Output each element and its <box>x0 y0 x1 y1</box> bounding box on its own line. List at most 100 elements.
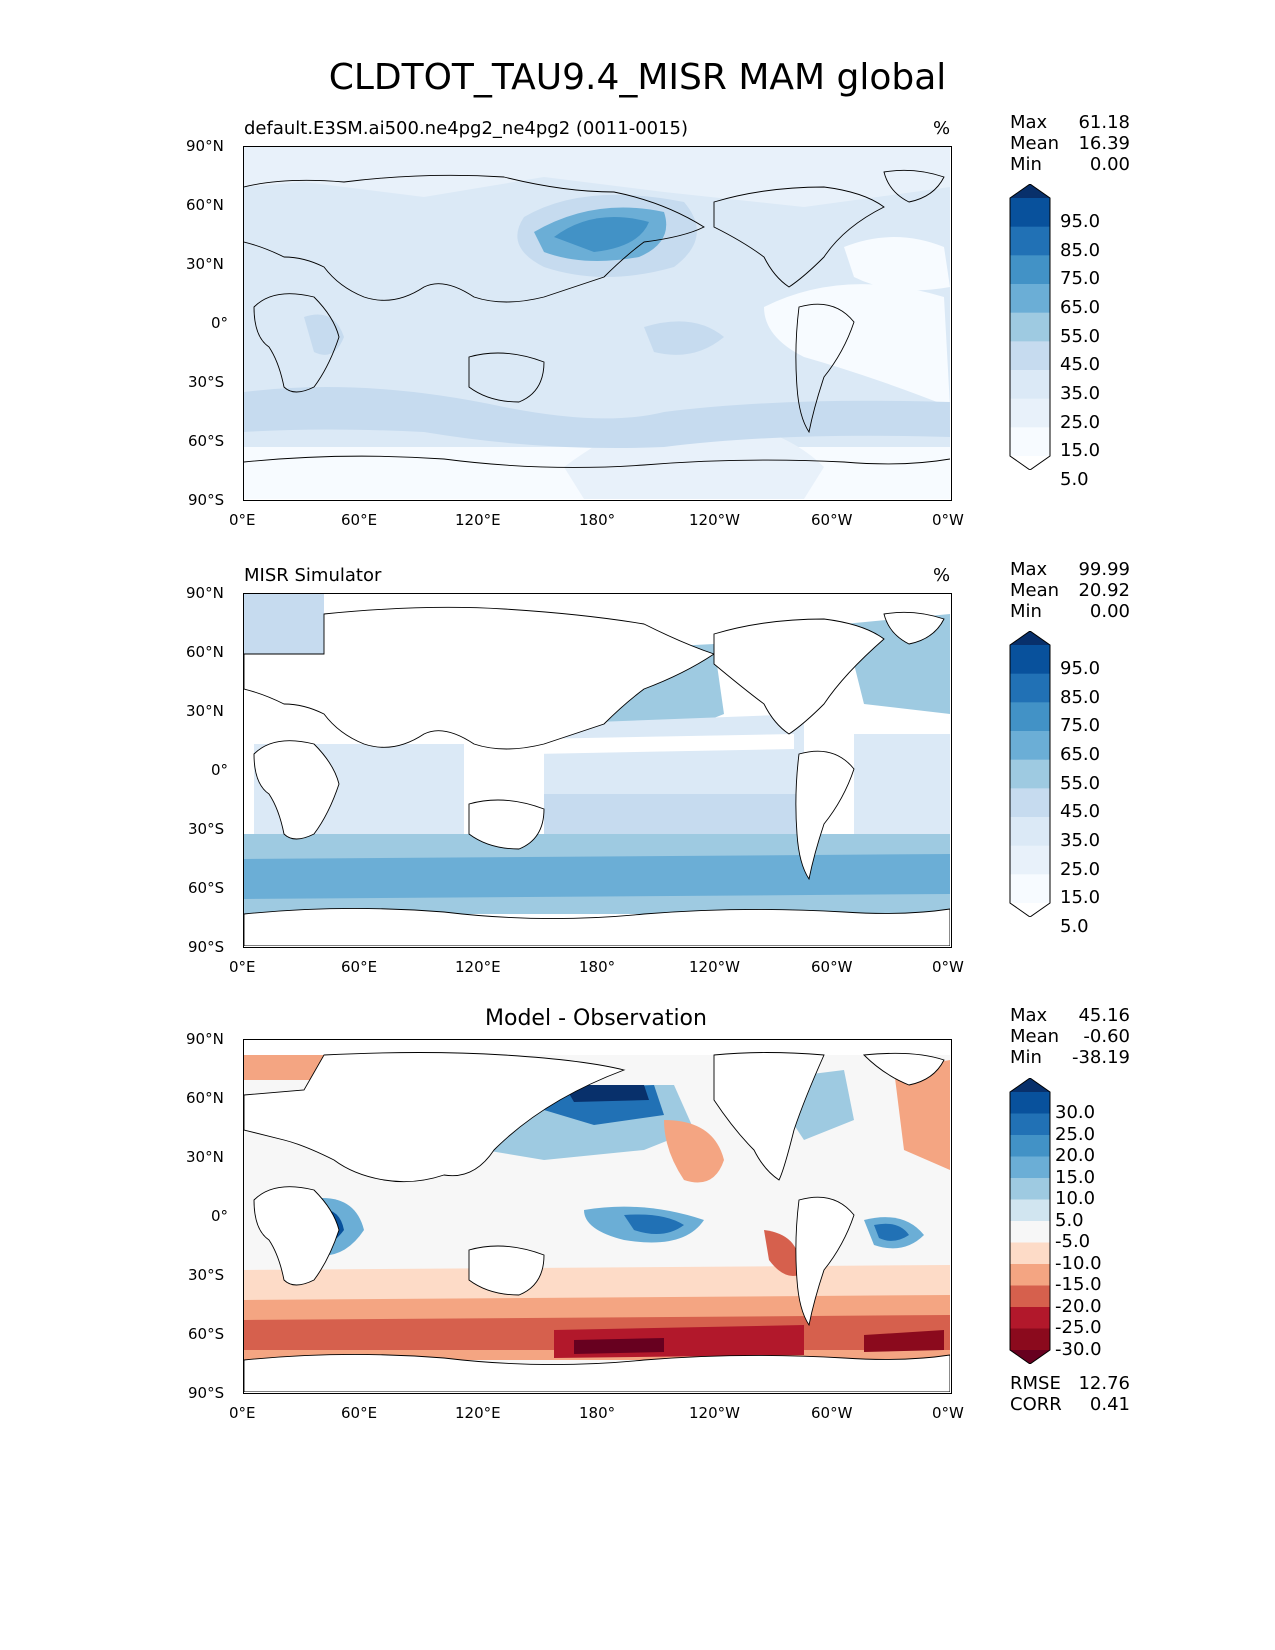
colorbar-segment <box>1010 226 1050 256</box>
lat-tick: 0° <box>211 1207 229 1225</box>
north-america-coast <box>713 618 885 735</box>
colorbar-segment <box>1010 1307 1050 1329</box>
stat-min-value: 0.00 <box>1089 154 1130 175</box>
stat-max-value: 61.18 <box>1078 112 1130 133</box>
panel-units-ref: % <box>933 565 951 586</box>
coastlines <box>244 606 950 946</box>
stat-mean-label: Mean <box>1010 580 1060 601</box>
stat-max-value: 45.16 <box>1078 1005 1130 1026</box>
lon-tick: 180° <box>579 958 616 976</box>
colorbar-tick-label: -30.0 <box>1055 1338 1102 1360</box>
stat-mean-label: Mean <box>1010 1026 1060 1047</box>
lat-tick: 60°N <box>186 196 224 214</box>
field-south-pacific <box>544 794 804 834</box>
north-america-coast <box>713 186 885 288</box>
field-pacific-spcz <box>644 321 724 355</box>
lat-tick: 90°N <box>186 137 224 155</box>
stat-min-value: -38.19 <box>1071 1047 1130 1068</box>
lon-tick: 60°E <box>341 511 378 529</box>
colorbar-segment <box>1010 198 1050 228</box>
lon-tick: 120°W <box>689 1404 740 1422</box>
panel-title-test: default.E3SM.ai500.ne4pg2_ne4pg2 (0011-0… <box>244 118 689 139</box>
lat-tick: 30°S <box>188 820 225 838</box>
field-polar-mask-n <box>244 1040 950 1055</box>
lat-tick: 90°N <box>186 1030 224 1048</box>
rmse-label: RMSE <box>1010 1373 1061 1394</box>
field-southern-ocean-core <box>244 854 950 899</box>
lon-tick: 60°W <box>811 1404 853 1422</box>
lon-tick: 0°W <box>932 1404 964 1422</box>
field-midlat-light-neg <box>244 1265 950 1300</box>
colorbar-segment <box>1010 788 1050 818</box>
lat-tick: 30°S <box>188 1266 225 1284</box>
colorbar-tick-label: 25.0 <box>1060 411 1101 433</box>
colorbar-segment <box>1010 1285 1050 1308</box>
stat-mean-value: -0.60 <box>1083 1026 1130 1047</box>
map-ref-svg <box>244 594 950 946</box>
colorbar-tick-label: -15.0 <box>1055 1274 1102 1295</box>
colorbar-tick-label: 65.0 <box>1060 744 1101 765</box>
australia-coast <box>468 352 545 403</box>
lon-tick: 60°E <box>341 958 378 976</box>
field-peru-neg <box>764 1230 800 1276</box>
lon-tick: 120°W <box>689 511 740 529</box>
field-tropical-pacific <box>544 714 804 794</box>
colorbar-tick-label: 15.0 <box>1055 1166 1096 1188</box>
greenland-coast <box>883 169 945 203</box>
field-pacific-pos2 <box>624 1214 684 1234</box>
lat-tick: 90°N <box>186 584 224 602</box>
africa-coast <box>253 740 340 840</box>
stat-mean-label: Mean <box>1010 133 1060 154</box>
colorbar-segment <box>1010 1178 1050 1200</box>
field-north-atlantic-east <box>244 594 324 654</box>
colorbar-tick-label: 15.0 <box>1060 440 1101 462</box>
lat-tick: 60°S <box>188 1325 225 1343</box>
lon-tick: 180° <box>579 1404 616 1422</box>
colorbar-segment <box>1010 284 1050 314</box>
field-north-pacific-max <box>564 1085 649 1102</box>
field-atlantic-pos2 <box>874 1223 909 1241</box>
greenland-coast <box>883 611 945 645</box>
colorbar-segment <box>1010 817 1050 847</box>
lat-tick: 60°N <box>186 1089 224 1107</box>
colorbar-segment <box>1010 702 1050 732</box>
colorbar-tick-label: 85.0 <box>1060 686 1101 708</box>
lat-tick: 60°S <box>188 879 225 897</box>
colorbar-segment <box>1010 631 1050 645</box>
stat-max-label: Max <box>1010 559 1048 580</box>
colorbar-segment <box>1010 1078 1050 1092</box>
lat-tick: 90°S <box>188 938 225 956</box>
colorbar-segment <box>1010 1199 1050 1222</box>
south-america-coast <box>795 750 855 881</box>
stat-mean-value: 20.92 <box>1078 580 1130 601</box>
lat-tick: 60°N <box>186 643 224 661</box>
colorbar-segment <box>1010 1113 1050 1136</box>
colorbar-ref <box>1008 631 1052 917</box>
colorbar-tick-label: 75.0 <box>1060 268 1101 290</box>
field-ne-pacific-neg <box>664 1120 724 1183</box>
colorbar-tick-label: 35.0 <box>1060 830 1101 851</box>
colorbar-segment <box>1010 1264 1050 1286</box>
stat-max-label: Max <box>1010 1005 1048 1026</box>
lon-tick: 0°E <box>229 1404 256 1422</box>
field-south-atlantic <box>854 734 950 834</box>
stat-max-value: 99.99 <box>1078 559 1130 580</box>
stat-min-label: Min <box>1010 1047 1042 1068</box>
field-south-atlantic-neg <box>864 1330 944 1352</box>
colorbar-segment <box>1010 874 1050 904</box>
colorbar-outline <box>1009 631 1051 917</box>
colorbar-tick-label: 25.0 <box>1060 858 1101 880</box>
colorbar-tick-label: 25.0 <box>1055 1123 1096 1145</box>
colorbar-tick-label: -5.0 <box>1055 1231 1091 1252</box>
africa-coast <box>253 1186 340 1286</box>
colorbar-segment <box>1010 673 1050 703</box>
antarctica-coast <box>244 455 950 468</box>
colorbar-segment <box>1010 645 1050 675</box>
lat-tick: 30°N <box>186 702 224 720</box>
lon-tick: 120°E <box>455 1404 501 1422</box>
colorbar-tick-label: -20.0 <box>1055 1295 1102 1317</box>
lat-tick: 90°S <box>188 1384 225 1402</box>
field-arctic <box>244 147 950 207</box>
lat-tick: 0° <box>211 761 229 779</box>
colorbar-segment <box>1010 312 1050 342</box>
